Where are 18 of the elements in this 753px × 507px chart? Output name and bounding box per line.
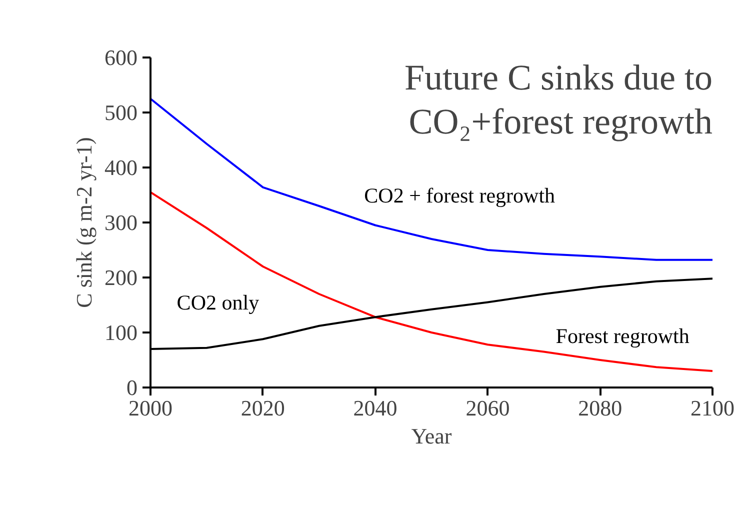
x-tick-label: 2020 — [240, 396, 285, 420]
y-tick-label: 500 — [104, 100, 138, 125]
series-label: CO2 + forest regrowth — [364, 184, 556, 208]
y-tick-label: 200 — [104, 265, 138, 290]
text: Future C sinks due to CO₂+forest regrowth — [404, 58, 713, 142]
series-label: Forest regrowth — [556, 324, 690, 348]
x-tick-label: 2060 — [466, 396, 510, 420]
y-tick-label: 300 — [104, 210, 138, 235]
line-series — [150, 98, 712, 261]
y-tick-label: 100 — [104, 320, 138, 345]
x-tick-label: 2100 — [690, 396, 734, 420]
y-tick-label: 600 — [104, 45, 138, 70]
x-axis-title: Year — [411, 424, 452, 448]
x-tick-label: 2040 — [353, 396, 398, 420]
y-tick-label: 400 — [104, 155, 138, 180]
series-label: CO2 only — [176, 290, 260, 314]
x-tick-label: 2080 — [578, 396, 622, 420]
y-axis-title: C sink (g m-2 yr-1) — [72, 137, 96, 308]
